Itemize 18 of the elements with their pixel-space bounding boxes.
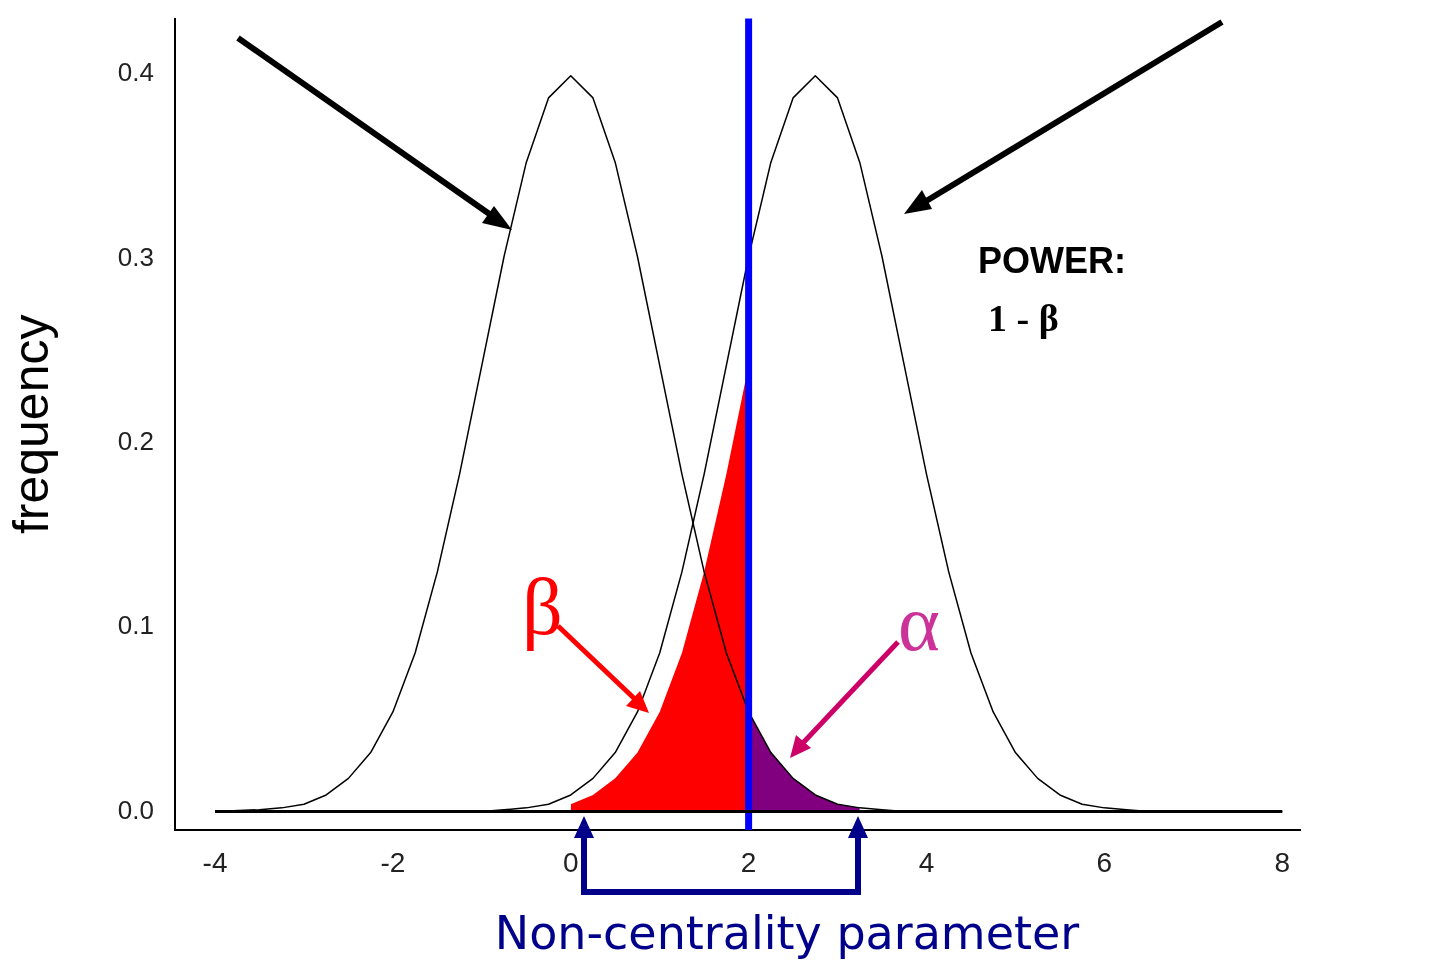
annotation: β	[522, 562, 563, 653]
y-tick-label: 0.0	[117, 794, 154, 825]
y-axis-title: frequency	[2, 314, 59, 535]
text: Non-centrality parameter	[493, 906, 1081, 960]
x-tick-label: 6	[1096, 846, 1113, 878]
y-tick-label: 0.4	[117, 57, 154, 88]
y-tick-label: 0.1	[117, 610, 154, 641]
y-tick-label: 0.2	[117, 425, 154, 456]
x-tick-label: 0	[562, 846, 579, 878]
x-tick-label: 4	[918, 846, 935, 878]
annotation: POWER:	[978, 240, 1126, 282]
y-tick-label: 0.3	[117, 241, 154, 272]
x-tick-label: 2	[740, 846, 757, 878]
x-tick-label: 8	[1274, 846, 1290, 878]
x-tick-label: -2	[380, 846, 406, 878]
annotation: 1 - β	[988, 296, 1059, 340]
x-tick-label: -4	[202, 846, 228, 878]
annotation: α	[898, 578, 940, 669]
